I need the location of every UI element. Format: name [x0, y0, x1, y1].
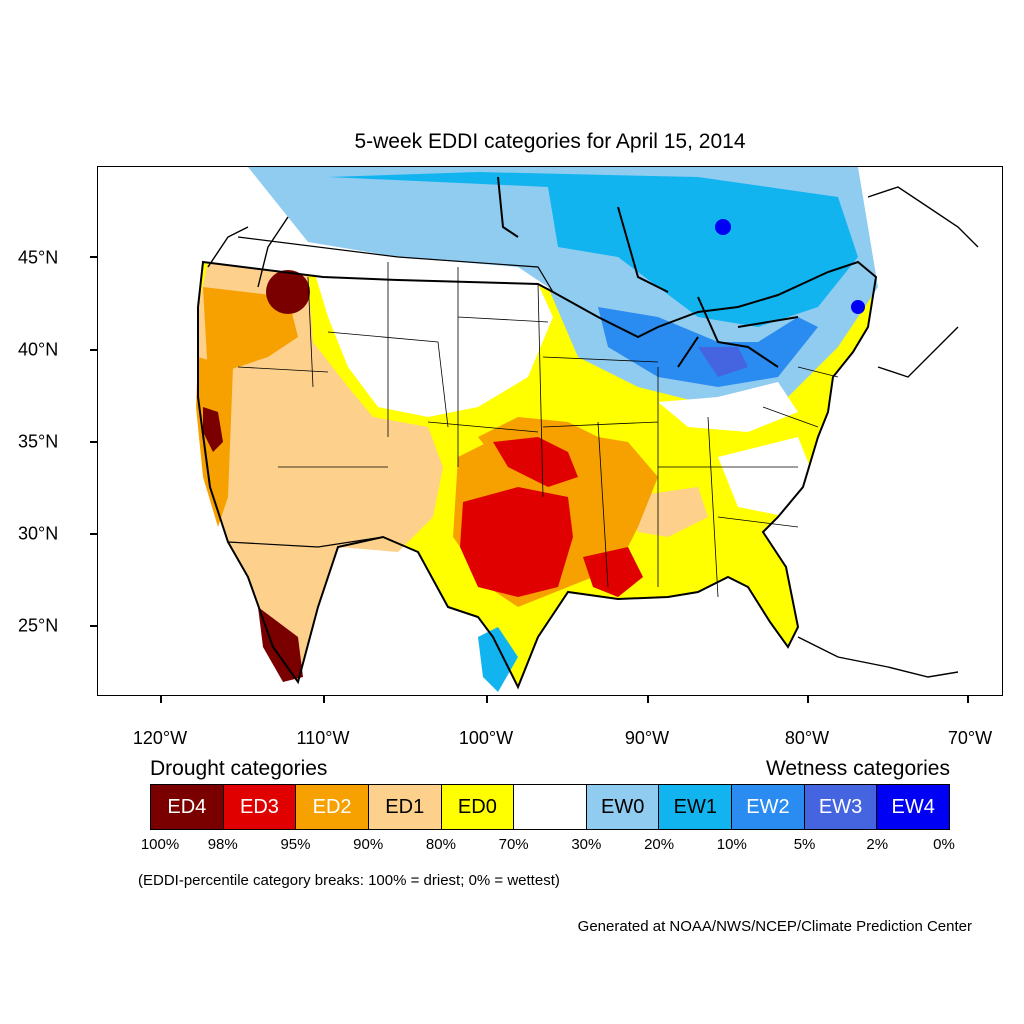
legend-colorbar: ED4 ED3 ED2 ED1 ED0 EW0 EW1 EW2 EW3 EW4 — [150, 784, 950, 830]
legend-break-label: 10% — [716, 836, 747, 853]
us-mexico-border — [227, 536, 479, 618]
legend-break-label: 2% — [866, 836, 889, 853]
other-coastlines — [207, 186, 979, 678]
legend-box-ew4: EW4 — [877, 785, 950, 829]
legend-box-ew3: EW3 — [804, 785, 878, 829]
lon-tick — [486, 696, 488, 703]
lat-tick — [90, 441, 97, 443]
lat-tick — [90, 349, 97, 351]
boundary-layer — [197, 176, 979, 690]
legend-box-ed2: ED2 — [296, 785, 369, 829]
region-ew3-lakes — [698, 347, 748, 377]
lon-tick — [160, 696, 162, 703]
legend-box-label: ED4 — [167, 795, 207, 818]
drought-heading: Drought categories — [150, 757, 328, 780]
region-ed3-kansas — [493, 437, 578, 487]
lon-label-110w: 110°W — [296, 728, 350, 748]
legend-break-label: 30% — [571, 836, 602, 853]
legend-break-label: 0% — [933, 836, 955, 853]
lon-tick — [807, 696, 809, 703]
region-neutral-northplains — [313, 267, 553, 417]
us-coastline — [197, 260, 878, 690]
legend-box-ed4: ED4 — [151, 785, 224, 829]
legend-break-label: 90% — [353, 836, 384, 853]
great-lakes-shorelines — [497, 176, 799, 368]
lat-label-25n: 25°N — [18, 615, 59, 636]
legend-box-ew1: EW1 — [659, 785, 733, 829]
legend-box-neutral — [514, 785, 587, 829]
region-neutral-southeast — [718, 437, 818, 517]
legend-break-label: 5% — [793, 836, 816, 853]
legend-box-label: EW4 — [891, 795, 935, 818]
legend-box-label: ED2 — [312, 795, 352, 818]
lat-label-35n: 35°N — [18, 431, 59, 452]
legend-break-label: 98% — [207, 836, 238, 853]
lat-tick — [90, 533, 97, 535]
region-ed4-oregon — [266, 270, 310, 314]
lat-tick — [90, 256, 97, 258]
region-ed1-west — [198, 262, 443, 682]
region-ew4-north — [715, 219, 731, 235]
map-panel — [97, 166, 1003, 696]
credit-line: Generated at NOAA/NWS/NCEP/Climate Predi… — [577, 918, 972, 935]
legend-box-ew2: EW2 — [732, 785, 805, 829]
region-ew4-east — [851, 300, 865, 314]
legend-break-label: 70% — [498, 836, 529, 853]
legend-box-label: ED3 — [240, 795, 279, 818]
legend-box-label: EW3 — [818, 795, 863, 818]
map-title: 5-week EDDI categories for April 15, 201… — [354, 130, 746, 153]
map-svg — [196, 167, 979, 692]
us-canada-border — [237, 236, 554, 293]
category-note: (EDDI-percentile category breaks: 100% =… — [138, 872, 560, 889]
legend-box-label: ED1 — [385, 795, 425, 818]
state-boundaries — [237, 262, 839, 598]
legend-box-ed1: ED1 — [368, 785, 442, 829]
legend-box-ed0: ED0 — [441, 785, 515, 829]
legend-box-label: EW1 — [673, 795, 717, 818]
lat-label-40n: 40°N — [18, 339, 59, 360]
region-neutral-ohio — [658, 382, 798, 432]
legend-box-label: EW2 — [746, 795, 790, 818]
category-fill-layer — [196, 167, 878, 692]
lon-tick — [647, 696, 649, 703]
legend-break-label: 80% — [425, 836, 456, 853]
lon-label-100w: 100°W — [458, 728, 514, 748]
legend-break-label: 100% — [140, 836, 180, 853]
lon-label-80w: 80°W — [784, 728, 830, 748]
legend-box-ed3: ED3 — [223, 785, 297, 829]
lat-label-45n: 45°N — [18, 247, 59, 268]
region-ed3-louisiana — [583, 547, 643, 597]
region-ed3-texas — [460, 487, 573, 597]
lon-tick — [323, 696, 325, 703]
lat-label-30n: 30°N — [18, 523, 59, 544]
region-ew1-north — [328, 172, 858, 327]
lon-label-90w: 90°W — [624, 728, 670, 748]
lon-label-120w: 120°W — [132, 728, 188, 748]
legend-break-label: 95% — [280, 836, 311, 853]
legend-box-ew0: EW0 — [586, 785, 660, 829]
region-ew1-mexico — [478, 627, 518, 692]
legend-box-label: ED0 — [457, 795, 497, 818]
lat-tick — [90, 625, 97, 627]
region-ed4-mexico — [258, 607, 303, 682]
lon-tick — [967, 696, 969, 703]
lon-label-70w: 70°W — [947, 728, 993, 748]
region-ed4-california — [203, 407, 223, 452]
wetness-heading: Wetness categories — [765, 757, 950, 780]
legend-box-label: EW0 — [600, 795, 645, 818]
region-ed2-northwest — [203, 287, 298, 377]
legend-break-label: 20% — [644, 836, 675, 853]
